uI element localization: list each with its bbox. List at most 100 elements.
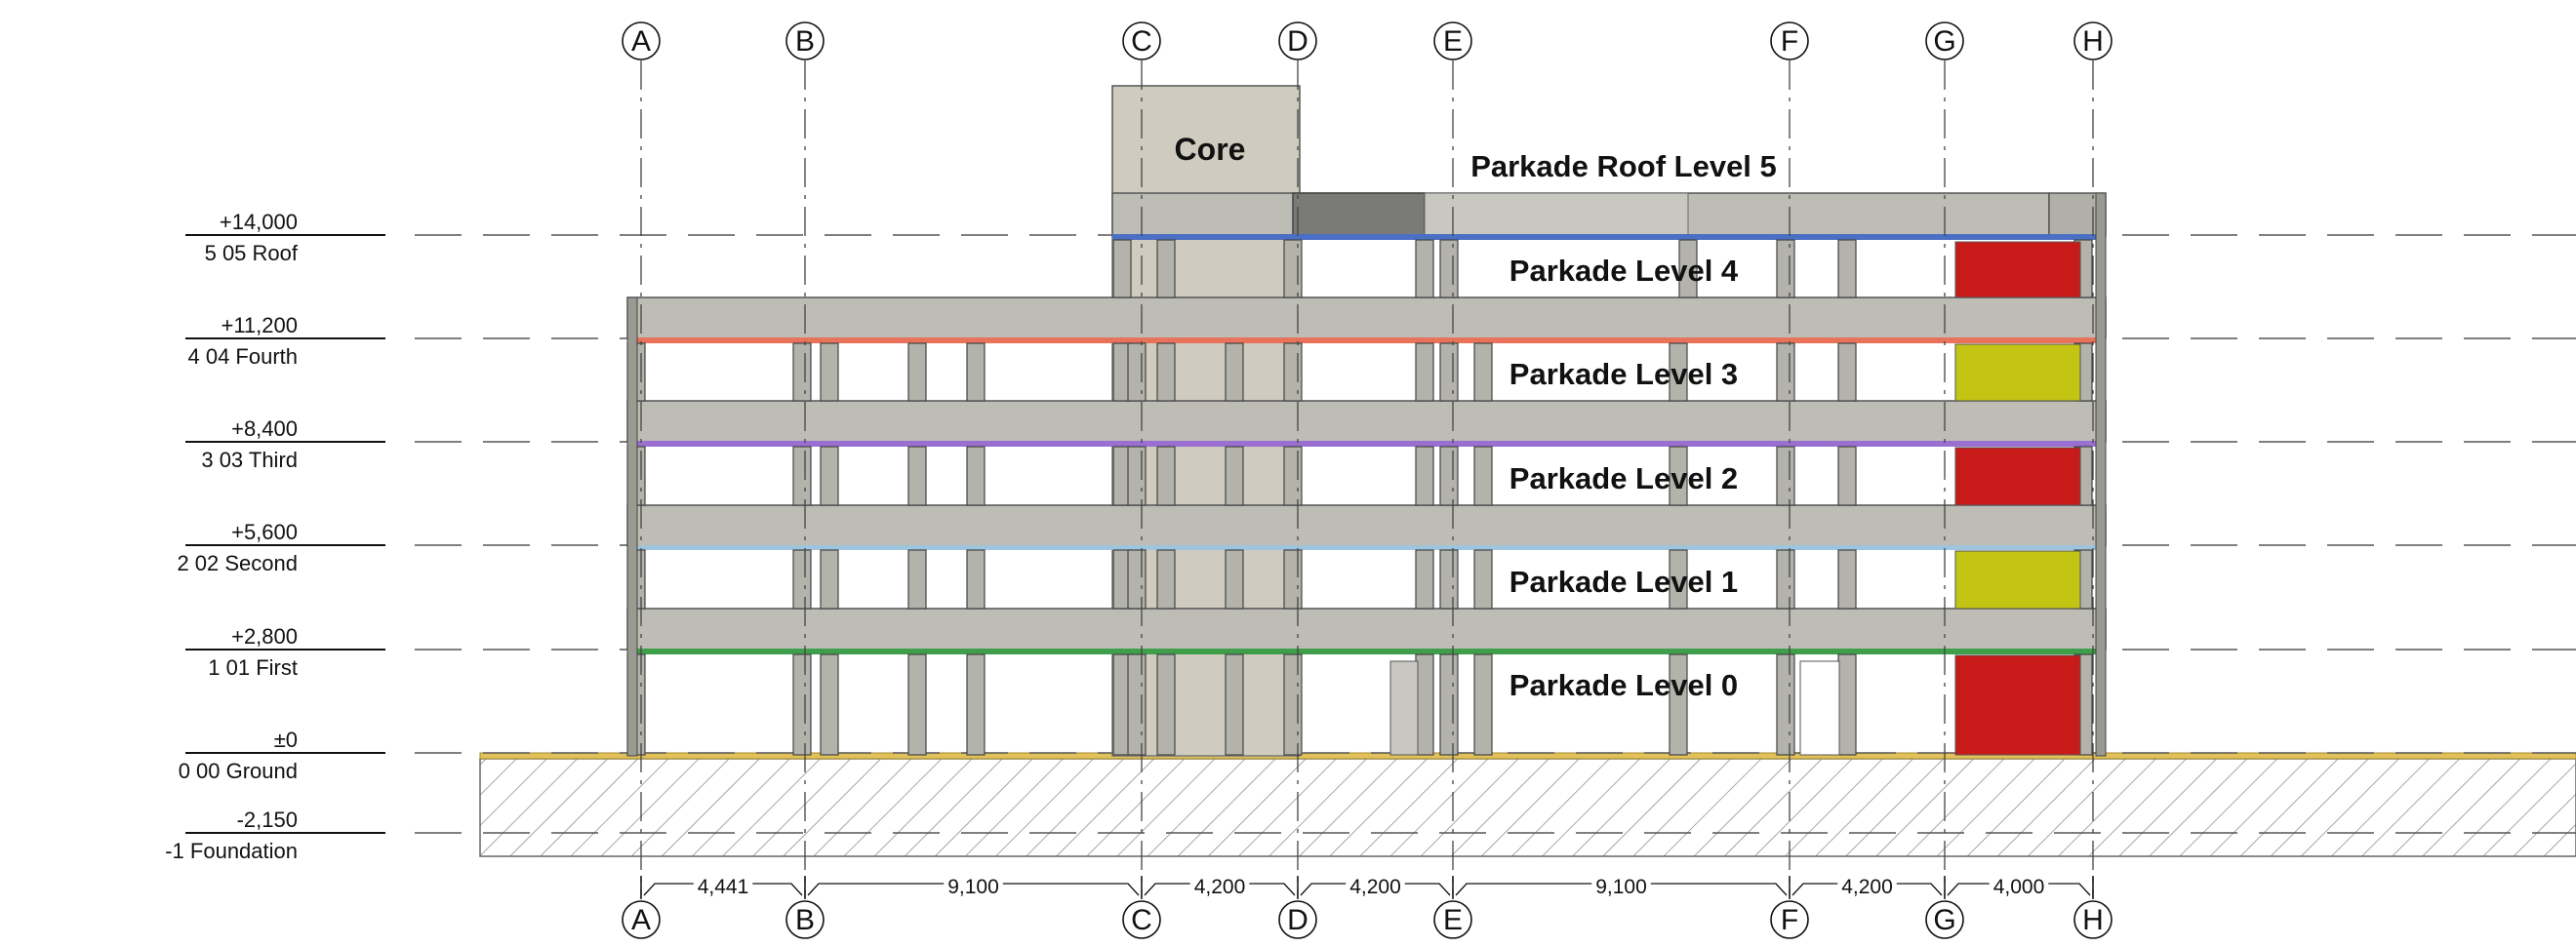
column bbox=[1156, 342, 1176, 402]
slab-level-3 bbox=[626, 400, 2107, 443]
zone-label-level-3: Parkade Level 3 bbox=[1509, 357, 1738, 391]
level-band-4 bbox=[627, 337, 2106, 343]
east-edge-post bbox=[2095, 192, 2107, 757]
roof-light-panel bbox=[1424, 192, 1689, 237]
column bbox=[1776, 342, 1795, 402]
grid-label-c-top: C bbox=[1131, 25, 1152, 58]
column bbox=[820, 446, 839, 506]
grid-bubble bbox=[785, 900, 825, 939]
building-frame bbox=[626, 192, 2107, 757]
grid-bubble bbox=[1278, 900, 1317, 939]
grid-label-c-bottom: C bbox=[1131, 904, 1152, 936]
dimension-value-bg bbox=[944, 876, 1003, 898]
column bbox=[1415, 342, 1434, 402]
dimension-value-bg bbox=[1591, 876, 1651, 898]
dimension-value: 9,100 bbox=[1595, 876, 1647, 898]
column bbox=[907, 342, 927, 402]
column bbox=[1156, 446, 1176, 506]
red-panel-level-2 bbox=[1954, 447, 2081, 506]
grid-bubble bbox=[1770, 21, 1809, 60]
column bbox=[1837, 653, 1857, 756]
column bbox=[1283, 549, 1303, 610]
grid-bubble bbox=[2073, 21, 2113, 60]
zone-label-level-2: Parkade Level 2 bbox=[1509, 461, 1738, 495]
zone-label-level-0: Parkade Level 0 bbox=[1509, 668, 1738, 702]
column bbox=[907, 653, 927, 756]
dimension-value-bg bbox=[1837, 876, 1897, 898]
grid-label-a-bottom: A bbox=[631, 904, 651, 936]
column bbox=[1283, 342, 1303, 402]
level-elevation: ±0 bbox=[274, 728, 298, 752]
column bbox=[792, 653, 812, 756]
column bbox=[1473, 446, 1493, 506]
grid-bubble bbox=[2073, 900, 2113, 939]
red-panel-level-4 bbox=[1954, 241, 2081, 298]
dimension-value: 4,200 bbox=[1349, 876, 1401, 898]
grid-label-h-bottom: H bbox=[2082, 904, 2104, 936]
column bbox=[1669, 446, 1688, 506]
column bbox=[1225, 446, 1244, 506]
grid-bubble bbox=[1278, 21, 1317, 60]
slab-level-2 bbox=[626, 504, 2107, 547]
level-band-3 bbox=[627, 441, 2106, 447]
column bbox=[792, 342, 812, 402]
grid-label-e-bottom: E bbox=[1443, 904, 1463, 936]
grid-bubble bbox=[1122, 900, 1161, 939]
core-upper bbox=[1111, 85, 1301, 196]
roof-dark-panel bbox=[1292, 192, 1426, 237]
grid-bubble bbox=[1770, 900, 1809, 939]
column bbox=[1415, 446, 1434, 506]
roof-level-band bbox=[1112, 234, 2106, 240]
column bbox=[1837, 239, 1857, 298]
column bbox=[1776, 549, 1795, 610]
column bbox=[1415, 653, 1434, 756]
dimension-value: 9,100 bbox=[947, 876, 999, 898]
level-elevation: +2,800 bbox=[231, 624, 298, 649]
column bbox=[1127, 446, 1147, 506]
column bbox=[1225, 653, 1244, 756]
dimension-string: 4,441 9,100 4,200 4,200 9,100 4,200 4,000 bbox=[640, 876, 2094, 899]
grid-bubble bbox=[785, 21, 825, 60]
dimension-value-bg bbox=[693, 876, 753, 898]
column bbox=[966, 342, 986, 402]
grid-label-b-bottom: B bbox=[795, 904, 815, 936]
column bbox=[1156, 549, 1176, 610]
level-name: 5 05 Roof bbox=[205, 241, 299, 265]
dimension-value-bg bbox=[1189, 876, 1250, 898]
column bbox=[1439, 446, 1459, 506]
column bbox=[1127, 653, 1147, 756]
column bbox=[1112, 239, 1132, 298]
zone-label-level-1: Parkade Level 1 bbox=[1509, 565, 1738, 599]
level-name: 0 00 Ground bbox=[179, 759, 298, 783]
core-label: Core bbox=[1175, 132, 1246, 167]
column bbox=[966, 653, 986, 756]
column bbox=[1225, 549, 1244, 610]
column bbox=[1669, 653, 1688, 756]
grid-label-b-top: B bbox=[795, 25, 815, 58]
column bbox=[907, 549, 927, 610]
column bbox=[1439, 549, 1459, 610]
grid-bubble bbox=[622, 21, 661, 60]
columns bbox=[626, 192, 2107, 757]
slab-level-4 bbox=[626, 296, 2107, 339]
column bbox=[1415, 239, 1434, 298]
grid-bubble bbox=[1925, 21, 1964, 60]
column bbox=[1127, 342, 1147, 402]
column bbox=[966, 549, 986, 610]
grid-label-e-top: E bbox=[1443, 25, 1463, 58]
dimension-value-bg bbox=[1346, 876, 1405, 898]
red-panel-level-0 bbox=[1954, 654, 2081, 756]
ground-door-right bbox=[1799, 660, 1840, 756]
grid-bubble bbox=[1925, 900, 1964, 939]
grid-label-g-bottom: G bbox=[1933, 904, 1955, 936]
grid-bubble bbox=[622, 900, 661, 939]
level-name: 1 01 First bbox=[208, 655, 298, 680]
column bbox=[1473, 653, 1493, 756]
column bbox=[1678, 239, 1698, 298]
column bbox=[820, 549, 839, 610]
column bbox=[1669, 549, 1688, 610]
column bbox=[1225, 342, 1244, 402]
grid-bubble bbox=[1433, 21, 1472, 60]
